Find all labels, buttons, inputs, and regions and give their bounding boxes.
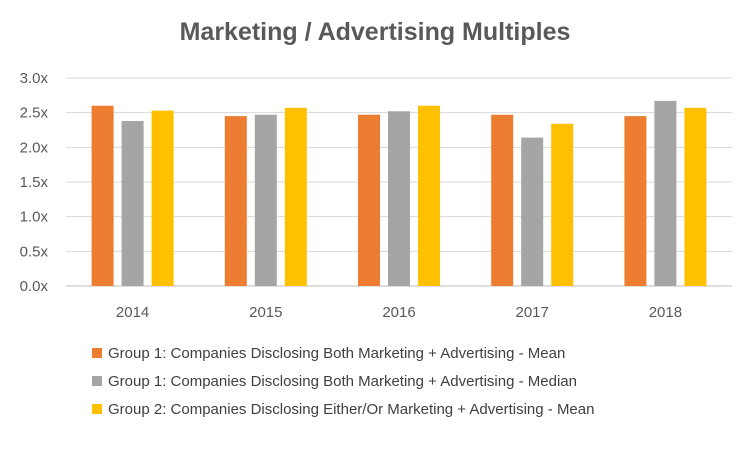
y-tick-label: 2.0x xyxy=(20,139,49,156)
bar xyxy=(684,107,707,287)
bar xyxy=(254,114,277,286)
bar xyxy=(551,123,574,286)
legend-swatch xyxy=(92,376,102,386)
chart-title: Marketing / Advertising Multiples xyxy=(179,18,571,46)
bar xyxy=(358,114,380,286)
legend-label: Group 1: Companies Disclosing Both Marke… xyxy=(108,344,566,362)
legend-label: Group 2: Companies Disclosing Either/Or … xyxy=(108,400,595,418)
bar xyxy=(284,107,307,287)
y-tick-label: 3.0x xyxy=(20,70,49,87)
legend-item-either-or-mean: Group 2: Companies Disclosing Either/Or … xyxy=(92,395,594,423)
legend-swatch xyxy=(92,348,102,358)
y-tick-label: 1.5x xyxy=(20,174,49,191)
bar xyxy=(91,105,114,286)
bar xyxy=(121,120,144,286)
x-axis-ticks: 2014 2015 2016 2017 2018 xyxy=(116,304,682,321)
bar xyxy=(521,137,544,286)
x-tick-label: 2018 xyxy=(649,304,682,321)
x-tick-label: 2015 xyxy=(249,304,282,321)
y-tick-label: 0.0x xyxy=(20,278,49,295)
x-tick-label: 2017 xyxy=(516,304,549,321)
bar xyxy=(388,111,410,286)
bar xyxy=(654,100,677,286)
legend-item-mean: Group 1: Companies Disclosing Both Marke… xyxy=(92,339,594,367)
legend-label: Group 1: Companies Disclosing Both Marke… xyxy=(108,372,577,390)
bars xyxy=(91,100,707,287)
legend: Group 1: Companies Disclosing Both Marke… xyxy=(92,339,594,423)
bar xyxy=(624,116,647,286)
y-tick-label: 1.0x xyxy=(20,209,49,226)
x-tick-label: 2016 xyxy=(382,304,415,321)
legend-item-median: Group 1: Companies Disclosing Both Marke… xyxy=(92,367,594,395)
y-tick-label: 0.5x xyxy=(20,243,49,260)
y-axis-ticks: 0.0x 0.5x 1.0x 1.5x 2.0x 2.5x 3.0x xyxy=(20,70,49,295)
legend-swatch xyxy=(92,404,102,414)
bar xyxy=(491,114,514,286)
y-tick-label: 2.5x xyxy=(20,105,49,122)
bar xyxy=(151,110,174,286)
bar xyxy=(418,105,440,286)
x-tick-label: 2014 xyxy=(116,304,149,321)
bar xyxy=(224,116,247,286)
